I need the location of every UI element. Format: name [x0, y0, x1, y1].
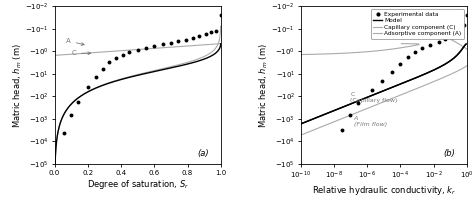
Y-axis label: Matric head, $h_m$ (m): Matric head, $h_m$ (m)	[257, 43, 270, 128]
Text: C
(Capillary flow): C (Capillary flow)	[350, 92, 398, 103]
Legend: Experimental data, Model, Capillary component (C), Adsorptive component (A): Experimental data, Model, Capillary comp…	[371, 9, 464, 39]
Text: C: C	[71, 50, 91, 56]
Text: (b): (b)	[443, 149, 455, 158]
Text: A: A	[66, 38, 84, 45]
Text: (a): (a)	[198, 149, 209, 158]
Text: A
(Film flow): A (Film flow)	[354, 116, 387, 127]
X-axis label: Relative hydraulic conductivity, $k_r$: Relative hydraulic conductivity, $k_r$	[311, 184, 456, 197]
Y-axis label: Matric head, $h_m$ (m): Matric head, $h_m$ (m)	[11, 43, 24, 128]
X-axis label: Degree of saturation, $S_r$: Degree of saturation, $S_r$	[87, 178, 189, 191]
